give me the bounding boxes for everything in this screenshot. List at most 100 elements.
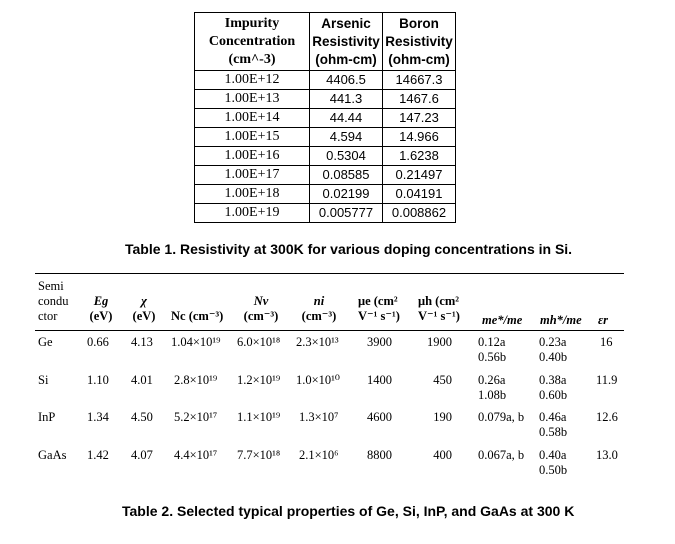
header-line: Resistivity [385,33,453,49]
table-cell: 1.00E+15 [194,127,310,147]
cell-chi: 4.01 [131,373,153,387]
cell-eg: 1.42 [87,448,109,462]
cell-nc: 1.04×10¹⁹ [171,335,221,349]
cell-muh: 190 [433,410,452,424]
cell-er: 16 [600,335,613,349]
cell-line: 0.26a [478,373,506,387]
cell-line: 0.38a [539,373,567,387]
cell-line: 0.23a [539,335,567,349]
table-row: 1.00E+12 4406.5 14667.3 [194,70,456,90]
cell-nv: 7.7×10¹⁸ [237,448,281,462]
header-line: (cm⁻³) [243,309,279,323]
cell-line: 1.08b [478,388,507,402]
table-cell: 1.00E+16 [194,146,310,166]
table-cell: 1467.6 [382,89,456,109]
cell-line: 0.58b [539,425,568,439]
header-line: Semi [38,279,64,293]
table-row: 1.00E+16 0.5304 1.6238 [194,146,456,166]
header-line: condu [38,294,69,308]
table-cell: 4.594 [309,127,383,147]
cell-nc: 2.8×10¹⁹ [174,373,218,387]
cell-line: 0.40a [539,448,567,462]
table-row: 1.00E+15 4.594 14.966 [194,127,456,147]
header-line: Eg [93,294,109,308]
cell-nc: 5.2×10¹⁷ [174,410,218,424]
header-line: Nc (cm⁻³) [171,309,224,323]
header-line: μe (cm² [358,294,398,308]
table-cell: 0.04191 [382,184,456,204]
header-line: (ohm-cm) [388,51,450,67]
table1-header-row: Impurity Concentration (cm^-3) Arsenic R… [194,12,456,71]
table-row: 1.00E+18 0.02199 0.04191 [194,184,456,204]
header-nc: Nc (cm⁻³) [171,309,223,324]
cell-nc: 4.4×10¹⁷ [174,448,218,462]
cell-chi: 4.13 [131,335,153,349]
table-cell: 0.008862 [382,203,456,223]
header-line: V⁻¹ s⁻¹) [358,309,400,323]
resistivity-table: Impurity Concentration (cm^-3) Arsenic R… [194,12,456,223]
cell-mue: 8800 [367,448,392,462]
header-line: (ohm-cm) [315,51,377,67]
cell-line: 0.079a, b [478,410,525,424]
cell-line: 0.12a [478,335,506,349]
header-ni: ni (cm⁻³) [296,294,342,324]
cell-ni: 1.0×10¹⁰ [296,373,340,387]
header-line: Resistivity [312,33,380,49]
table1-header-concentration: Impurity Concentration (cm^-3) [194,12,310,71]
table2-header-rule [35,330,624,331]
cell-muh: 450 [433,373,452,387]
table-cell: 1.00E+12 [194,70,310,90]
cell-me: 0.12a 0.56b [478,335,506,365]
cell-mue: 3900 [367,335,392,349]
table-row: 1.00E+14 44.44 147.23 [194,108,456,128]
header-mh: mh*/me [540,313,582,327]
table-row: 1.00E+13 441.3 1467.6 [194,89,456,109]
header-line: ctor [38,309,58,323]
cell-mue: 4600 [367,410,392,424]
cell-ni: 1.3×10⁷ [299,410,339,424]
cell-er: 13.0 [596,448,618,462]
cell-er: 11.9 [596,373,618,387]
header-line: χ [141,294,147,308]
table-cell: 1.6238 [382,146,456,166]
cell-muh: 400 [433,448,452,462]
table2-caption: Table 2. Selected typical properties of … [122,503,575,519]
table1-header-boron: Boron Resistivity (ohm-cm) [382,12,456,71]
table-cell: 14667.3 [382,70,456,90]
cell-chi: 4.50 [131,410,153,424]
table-cell: 1.00E+19 [194,203,310,223]
cell-mh: 0.38a 0.60b [539,373,567,403]
table2-top-rule [35,273,624,274]
cell-ni: 2.1×10⁶ [299,448,339,462]
table1-caption: Table 1. Resistivity at 300K for various… [125,241,573,257]
table-cell: 1.00E+14 [194,108,310,128]
cell-me: 0.079a, b [478,410,524,425]
cell-line: 0.60b [539,388,568,402]
header-line: Arsenic [321,15,371,31]
table-cell: 0.21497 [382,165,456,185]
table-cell: 0.5304 [309,146,383,166]
header-semiconductor: Semi condu ctor [38,279,69,324]
header-mue: μe (cm² V⁻¹ s⁻¹) [358,294,400,324]
header-line: (cm^-3) [228,51,276,67]
cell-me: 0.067a, b [478,448,524,463]
cell-chi: 4.07 [131,448,153,462]
table-cell: 1.00E+17 [194,165,310,185]
header-line: Nv [253,294,269,308]
header-eg: Eg (eV) [84,294,118,324]
cell-nv: 1.2×10¹⁹ [237,373,281,387]
header-line: (eV) [89,309,113,323]
table-cell: 147.23 [382,108,456,128]
cell-name: InP [38,410,56,424]
cell-muh: 1900 [427,335,452,349]
cell-eg: 1.10 [87,373,109,387]
cell-line: 0.067a, b [478,448,525,462]
cell-name: Ge [38,335,53,349]
table-row: 1.00E+17 0.08585 0.21497 [194,165,456,185]
header-me: me*/me [482,313,523,327]
header-line: V⁻¹ s⁻¹) [418,309,460,323]
header-line: Boron [399,15,439,31]
cell-name: GaAs [38,448,67,462]
header-er: εr [598,313,608,327]
table1-header-arsenic: Arsenic Resistivity (ohm-cm) [309,12,383,71]
